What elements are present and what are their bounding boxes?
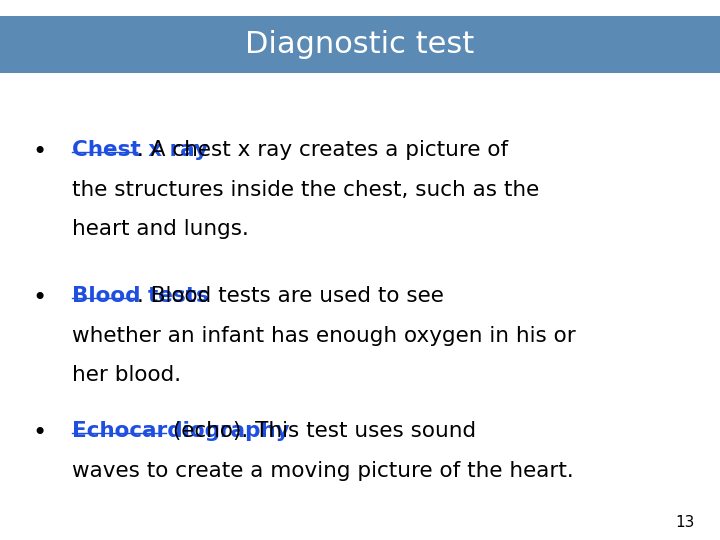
Text: the structures inside the chest, such as the: the structures inside the chest, such as… bbox=[72, 180, 539, 200]
Text: •: • bbox=[32, 286, 47, 310]
Text: waves to create a moving picture of the heart.: waves to create a moving picture of the … bbox=[72, 461, 574, 481]
Text: Chest x ray: Chest x ray bbox=[72, 140, 208, 160]
Text: Blood tests: Blood tests bbox=[72, 286, 209, 306]
Text: heart and lungs.: heart and lungs. bbox=[72, 219, 249, 239]
Text: •: • bbox=[32, 421, 47, 445]
Text: whether an infant has enough oxygen in his or: whether an infant has enough oxygen in h… bbox=[72, 326, 576, 346]
Text: •: • bbox=[32, 140, 47, 164]
Text: (echo). This test uses sound: (echo). This test uses sound bbox=[166, 421, 477, 441]
Text: Diagnostic test: Diagnostic test bbox=[246, 30, 474, 59]
Text: . Blood tests are used to see: . Blood tests are used to see bbox=[137, 286, 444, 306]
Text: Echocardiography: Echocardiography bbox=[72, 421, 289, 441]
Text: 13: 13 bbox=[675, 515, 695, 530]
Text: . A chest x ray creates a picture of: . A chest x ray creates a picture of bbox=[137, 140, 508, 160]
FancyBboxPatch shape bbox=[0, 16, 720, 73]
Text: her blood.: her blood. bbox=[72, 365, 181, 385]
